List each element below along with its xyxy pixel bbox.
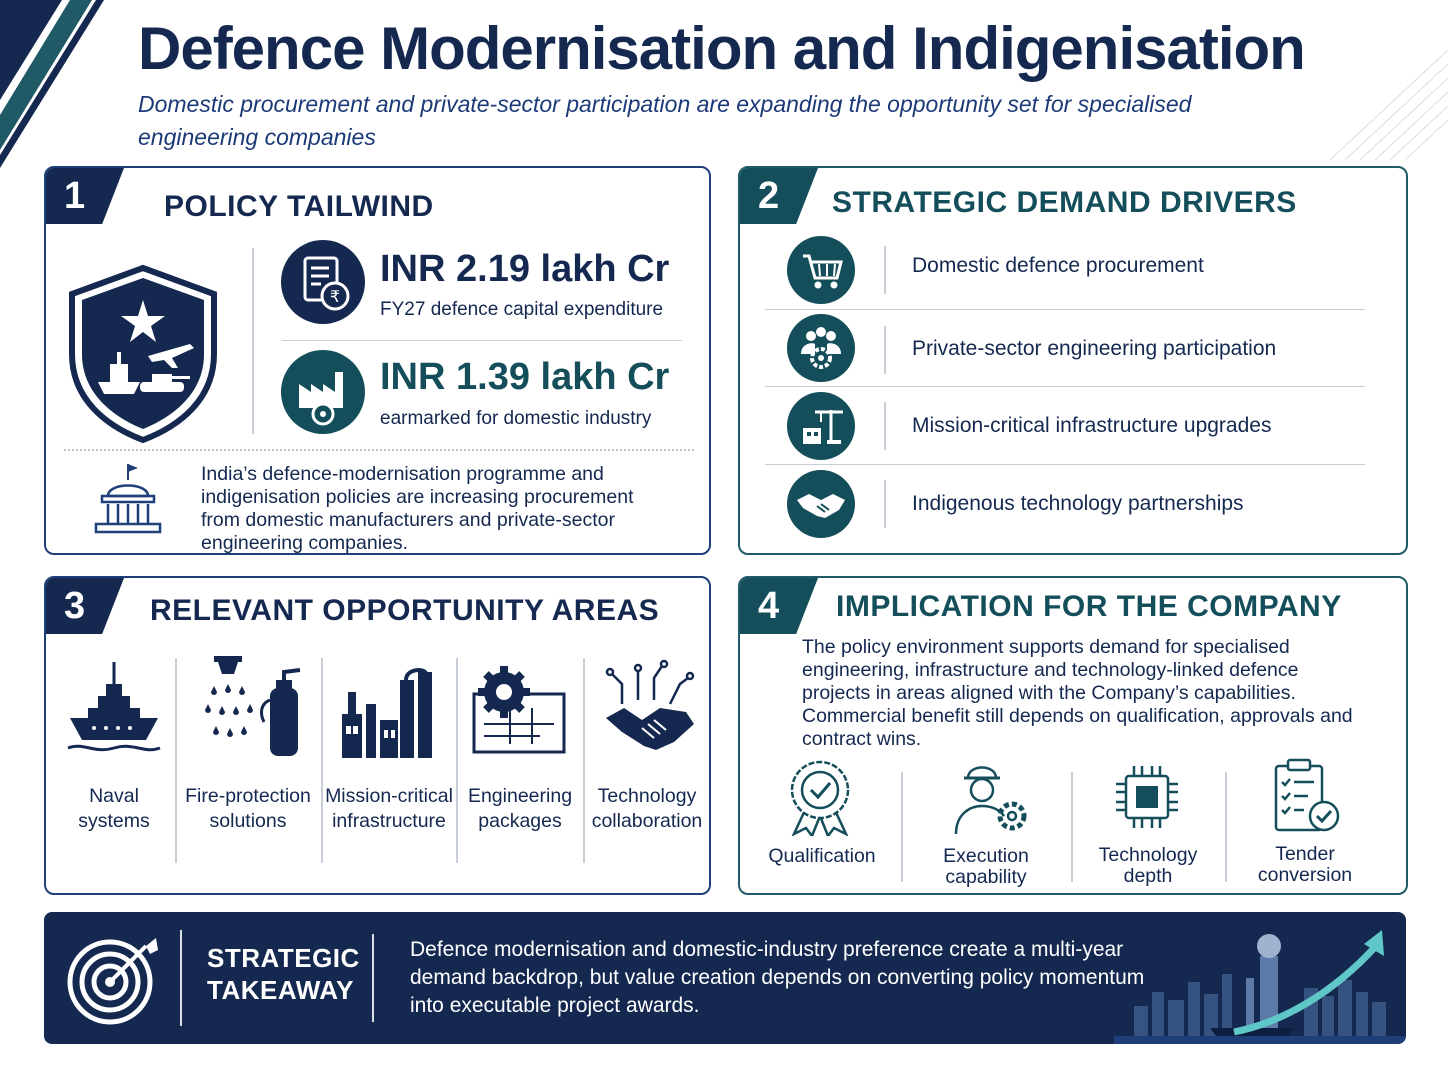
page-title: Defence Modernisation and Indigenisation	[138, 15, 1306, 82]
defence-shield-icon	[69, 264, 217, 444]
government-building-icon	[94, 464, 162, 534]
panel-title: RELEVANT OPPORTUNITY AREAS	[150, 594, 660, 627]
panel-number: 4	[740, 578, 818, 634]
team-gear-icon	[787, 314, 855, 382]
stat-capex-value: INR 2.19 lakh Cr	[380, 248, 670, 290]
tech-handshake-icon	[605, 659, 695, 750]
driver-label: Private-sector engineering participation	[912, 337, 1277, 360]
panel-relevant-opportunity-areas: 3 RELEVANT OPPORTUNITY AREAS Naval system…	[44, 576, 711, 895]
strategic-takeaway-banner: STRATEGIC TAKEAWAY Defence modernisation…	[44, 912, 1406, 1044]
driver-label: Mission-critical infrastructure upgrades	[912, 414, 1272, 437]
driver-label: Domestic defence procurement	[912, 254, 1204, 277]
engineer-gear-icon	[954, 766, 1027, 835]
corner-stripes-decoration	[0, 0, 104, 168]
factory-gear-icon	[281, 350, 365, 434]
handshake-icon	[787, 470, 855, 538]
takeaway-title: STRATEGIC TAKEAWAY	[207, 943, 360, 1005]
target-icon	[67, 938, 158, 1025]
opportunity-label: Naval systems	[78, 785, 150, 832]
microchip-icon	[1116, 766, 1178, 828]
page-subtitle: Domestic procurement and private-sector …	[138, 91, 1192, 150]
panel-title: POLICY TAILWIND	[164, 190, 434, 223]
implication-item-label: Qualification	[768, 845, 876, 867]
panel-number: 3	[46, 578, 124, 634]
stat-capex-label: FY27 defence capital expenditure	[380, 299, 664, 320]
opportunity-label: Technology collaboration	[591, 785, 703, 832]
industrial-plant-icon	[342, 668, 432, 758]
panel-implication-for-company: 4 IMPLICATION FOR THE COMPANY The policy…	[738, 576, 1408, 895]
panel-number: 1	[46, 168, 124, 224]
diagonal-lines-decoration	[1329, 49, 1448, 160]
opportunity-label: Fire-protection solutions	[185, 785, 311, 832]
city-skyline-growth-arrow-icon	[1114, 930, 1406, 1044]
implication-text: The policy environment supports demand f…	[802, 636, 1353, 750]
stat-domestic-value: INR 1.39 lakh Cr	[380, 356, 670, 398]
budget-document-icon: ₹	[281, 240, 365, 324]
svg-text:₹: ₹	[330, 287, 340, 306]
gear-blueprint-icon	[472, 666, 566, 754]
panel-strategic-demand-drivers: 2 STRATEGIC DEMAND DRIVERS Domestic defe…	[738, 166, 1408, 555]
implication-item-label: Execution capability	[943, 845, 1029, 888]
checklist-icon	[1274, 758, 1340, 832]
panel-title: IMPLICATION FOR THE COMPANY	[836, 590, 1342, 623]
construction-crane-icon	[787, 392, 855, 460]
panel-title: STRATEGIC DEMAND DRIVERS	[832, 186, 1297, 219]
opportunity-label: Engineering packages	[467, 785, 573, 832]
policy-note: India’s defence-modernisation programme …	[201, 463, 634, 554]
takeaway-text: Defence modernisation and domestic-indus…	[410, 938, 1145, 1017]
fire-sprinkler-icon	[205, 656, 301, 756]
certification-badge-icon	[790, 760, 850, 836]
implication-item-label: Technology depth	[1098, 844, 1198, 887]
panel-number: 2	[740, 168, 818, 224]
implication-item-label: Tender conversion	[1257, 843, 1353, 886]
opportunity-label: Mission-critical infrastructure	[325, 785, 453, 832]
shopping-cart-icon	[787, 236, 855, 304]
stat-domestic-label: earmarked for domestic industry	[380, 408, 652, 429]
driver-label: Indigenous technology partnerships	[912, 492, 1244, 515]
naval-ship-icon	[67, 662, 161, 752]
panel-policy-tailwind: 1 POLICY TAILWIND ₹ INR 2.19 lakh Cr FY2…	[44, 166, 711, 555]
